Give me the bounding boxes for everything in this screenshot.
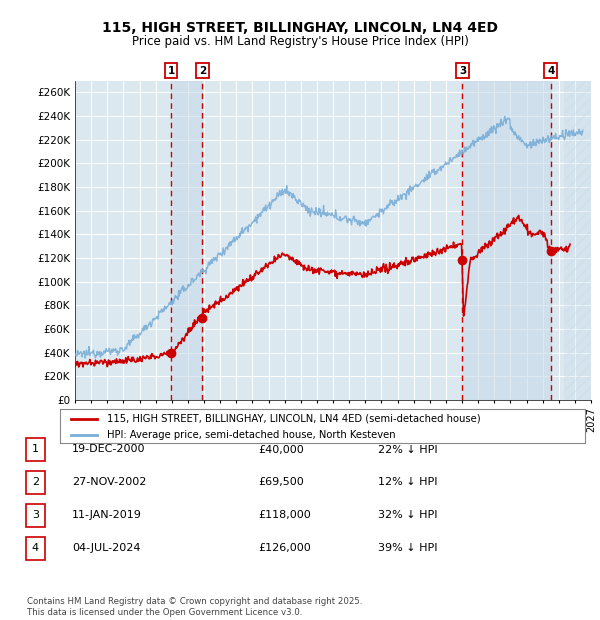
Text: 3: 3 [32,510,39,520]
Text: 32% ↓ HPI: 32% ↓ HPI [378,510,437,520]
Text: 2: 2 [199,66,206,76]
Text: £40,000: £40,000 [258,445,304,454]
Text: 11-JAN-2019: 11-JAN-2019 [72,510,142,520]
Text: 12% ↓ HPI: 12% ↓ HPI [378,477,437,487]
Text: 22% ↓ HPI: 22% ↓ HPI [378,445,437,454]
Text: 2: 2 [32,477,39,487]
Text: 115, HIGH STREET, BILLINGHAY, LINCOLN, LN4 4ED (semi-detached house): 115, HIGH STREET, BILLINGHAY, LINCOLN, L… [107,414,481,423]
Text: 39% ↓ HPI: 39% ↓ HPI [378,543,437,553]
Text: Contains HM Land Registry data © Crown copyright and database right 2025.
This d: Contains HM Land Registry data © Crown c… [27,598,362,617]
Text: 27-NOV-2002: 27-NOV-2002 [72,477,146,487]
Text: 4: 4 [32,543,39,553]
Text: 19-DEC-2000: 19-DEC-2000 [72,445,146,454]
Text: £69,500: £69,500 [258,477,304,487]
Text: 04-JUL-2024: 04-JUL-2024 [72,543,140,553]
Text: 1: 1 [32,445,39,454]
Text: 1: 1 [167,66,175,76]
Bar [171,81,202,400]
Text: 3: 3 [459,66,466,76]
Text: HPI: Average price, semi-detached house, North Kesteven: HPI: Average price, semi-detached house,… [107,430,396,440]
Bar [563,81,591,400]
Text: 4: 4 [547,66,554,76]
Bar [463,81,551,400]
Text: 115, HIGH STREET, BILLINGHAY, LINCOLN, LN4 4ED: 115, HIGH STREET, BILLINGHAY, LINCOLN, L… [102,21,498,35]
Text: £118,000: £118,000 [258,510,311,520]
Text: £126,000: £126,000 [258,543,311,553]
Text: Price paid vs. HM Land Registry's House Price Index (HPI): Price paid vs. HM Land Registry's House … [131,35,469,48]
